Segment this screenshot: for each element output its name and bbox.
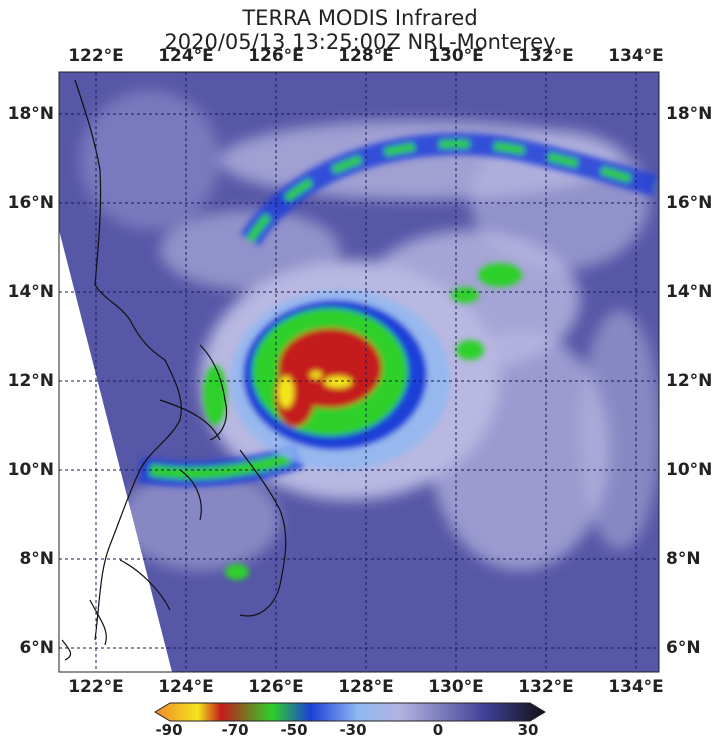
lat-label-left: 8°N: [19, 549, 54, 569]
map-frame: [58, 71, 660, 673]
coastlines: [61, 79, 287, 661]
lon-label-bottom: 122°E: [68, 677, 124, 697]
lat-label-left: 6°N: [19, 638, 54, 658]
colorbar-tick: -30: [339, 721, 367, 739]
map-title: TERRA MODIS Infrared: [242, 6, 478, 30]
graticule: [59, 72, 659, 672]
lon-label-bottom: 134°E: [608, 677, 664, 697]
lon-label-top: 126°E: [248, 46, 304, 66]
no-data-wedge: [59, 72, 172, 672]
lat-label-right: 14°N: [666, 282, 713, 302]
lon-label-bottom: 124°E: [158, 677, 214, 697]
colorbar-tick: -90: [155, 721, 183, 739]
lat-label-right: 10°N: [666, 460, 713, 480]
lat-label-left: 12°N: [7, 371, 54, 391]
lat-label-left: 16°N: [7, 193, 54, 213]
map-timestamp: 2020/05/13 13:25:00Z NRL-Monterey: [164, 30, 556, 54]
lon-label-bottom: 130°E: [428, 677, 484, 697]
colorbar-tick: 30: [517, 721, 539, 739]
lon-label-top: 130°E: [428, 46, 484, 66]
colorbar-tick: -70: [221, 721, 249, 739]
lon-label-bottom: 132°E: [518, 677, 574, 697]
lat-label-right: 18°N: [666, 104, 713, 124]
lon-label-bottom: 128°E: [338, 677, 394, 697]
colorbar-tick: 0: [432, 721, 444, 739]
lat-label-right: 6°N: [666, 638, 701, 658]
lat-label-left: 14°N: [7, 282, 54, 302]
lat-label-right: 16°N: [666, 193, 713, 213]
lat-label-right: 12°N: [666, 371, 713, 391]
colorbar-tick: -50: [280, 721, 308, 739]
typhoon-core: [230, 290, 450, 470]
lon-label-top: 124°E: [158, 46, 214, 66]
lat-label-left: 18°N: [7, 104, 54, 124]
lon-label-bottom: 126°E: [248, 677, 304, 697]
lon-label-top: 122°E: [68, 46, 124, 66]
rain-band: [137, 133, 658, 580]
lat-label-right: 8°N: [666, 549, 701, 569]
lat-label-left: 10°N: [7, 460, 54, 480]
lon-label-top: 132°E: [518, 46, 574, 66]
lon-label-top: 134°E: [608, 46, 664, 66]
lon-label-top: 128°E: [338, 46, 394, 66]
